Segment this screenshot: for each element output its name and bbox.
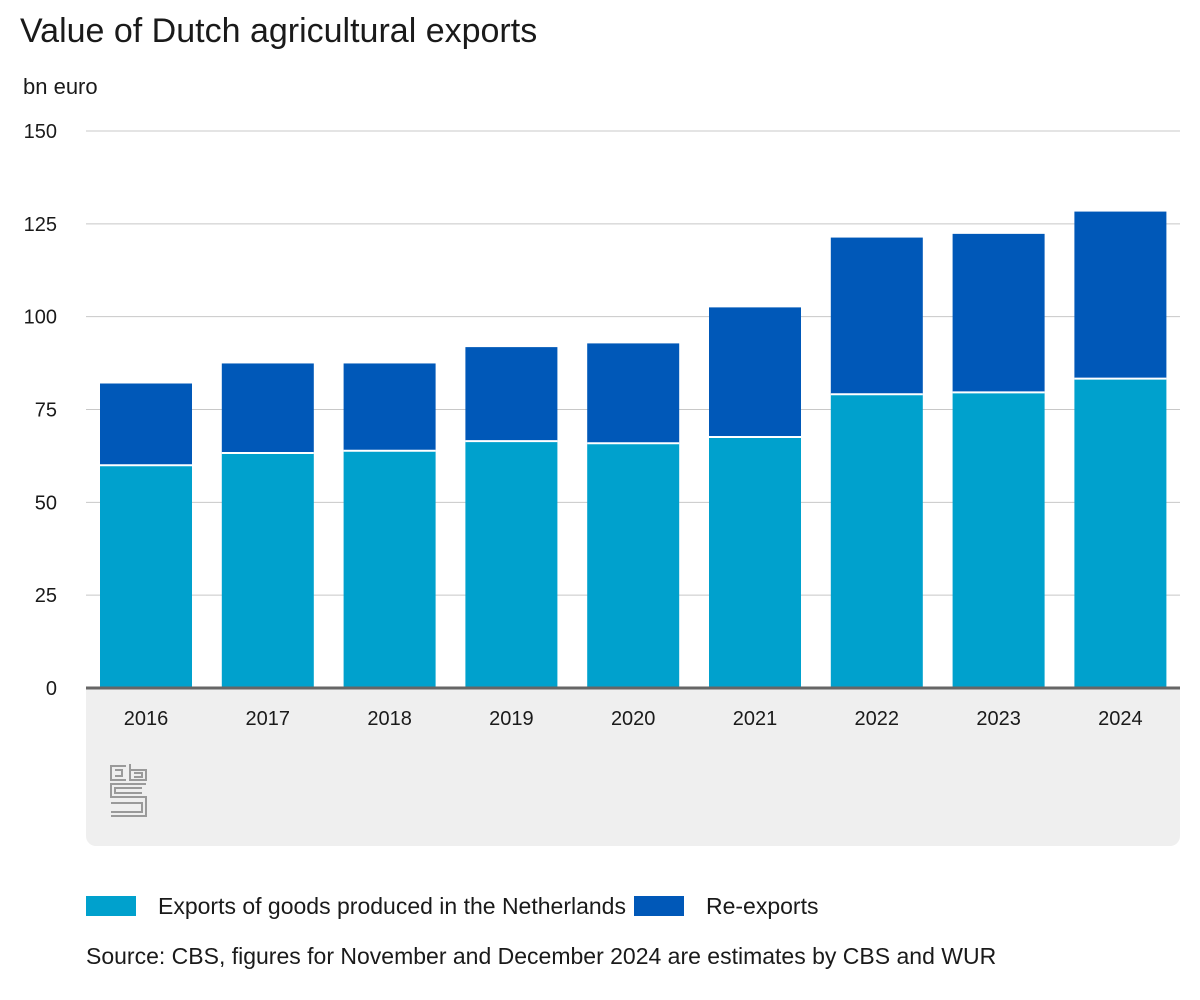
bars (100, 211, 1167, 688)
x-tick-label: 2022 (855, 708, 900, 730)
x-tick-label: 2021 (733, 708, 778, 730)
chart-title: Value of Dutch agricultural exports (20, 12, 538, 50)
bar-domestic-2017 (221, 452, 314, 688)
y-tick-label: 125 (24, 214, 57, 236)
bar-reexports-2024 (1074, 211, 1167, 379)
x-axis-panel (86, 688, 1180, 846)
bar-domestic-2022 (830, 394, 923, 688)
y-tick-label: 75 (35, 400, 57, 422)
bar-reexports-2016 (100, 383, 192, 466)
bar-reexports-2020 (587, 343, 680, 444)
source-note: Source: CBS, figures for November and De… (86, 943, 997, 969)
y-tick-label: 25 (35, 585, 57, 607)
legend-label-domestic: Exports of goods produced in the Netherl… (158, 892, 626, 919)
legend: Exports of goods produced in the Netherl… (86, 890, 818, 922)
y-axis-unit-label: bn euro (23, 74, 98, 99)
x-tick-label: 2024 (1098, 708, 1143, 730)
legend-label-reexports: Re-exports (705, 892, 819, 919)
legend-item-domestic: Exports of goods produced in the Netherl… (86, 893, 626, 920)
bar-reexports-2022 (830, 237, 923, 395)
bar-domestic-2019 (465, 441, 558, 688)
x-tick-label: 2019 (489, 708, 534, 730)
bar-domestic-2021 (709, 436, 801, 688)
bar-domestic-2020 (587, 443, 680, 688)
bar-reexports-2019 (465, 347, 558, 442)
bar-domestic-2024 (1074, 378, 1167, 688)
chart: 0 25 50 75 100 125 150 2016 2017 2018 2019 2020 202… (24, 121, 1180, 846)
y-tick-labels: 0 25 50 75 100 125 150 (24, 121, 57, 700)
x-tick-label: 2016 (124, 708, 169, 730)
cbs-logo-icon (110, 764, 147, 817)
legend-swatch-reexports (633, 896, 684, 916)
x-tick-label: 2023 (976, 708, 1021, 730)
x-tick-label: 2020 (611, 708, 656, 730)
x-tick-label: 2017 (246, 708, 291, 730)
y-tick-label: 100 (24, 307, 57, 329)
bar-domestic-2018 (343, 450, 436, 688)
legend-swatch-domestic (86, 896, 136, 916)
bar-reexports-2018 (343, 363, 436, 451)
bar-reexports-2021 (709, 307, 801, 437)
x-tick-label: 2018 (367, 708, 412, 730)
y-tick-label: 0 (46, 678, 57, 700)
legend-item-reexports: Re-exports (633, 892, 819, 920)
bar-reexports-2023 (952, 233, 1045, 393)
y-tick-label: 150 (24, 121, 57, 143)
bar-reexports-2017 (221, 363, 314, 453)
bar-domestic-2016 (100, 465, 192, 688)
x-tick-labels: 2016 2017 2018 2019 2020 2021 2022 2023 2024 (124, 708, 1143, 730)
x-axis-panel-top (86, 688, 1180, 708)
bar-domestic-2023 (952, 392, 1045, 688)
y-tick-label: 50 (35, 492, 57, 514)
